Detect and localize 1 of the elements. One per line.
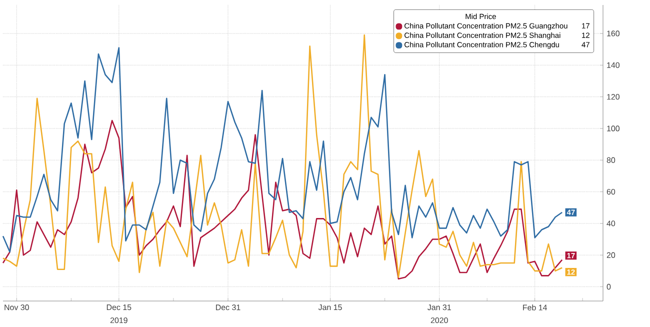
line-series <box>2 47 563 253</box>
